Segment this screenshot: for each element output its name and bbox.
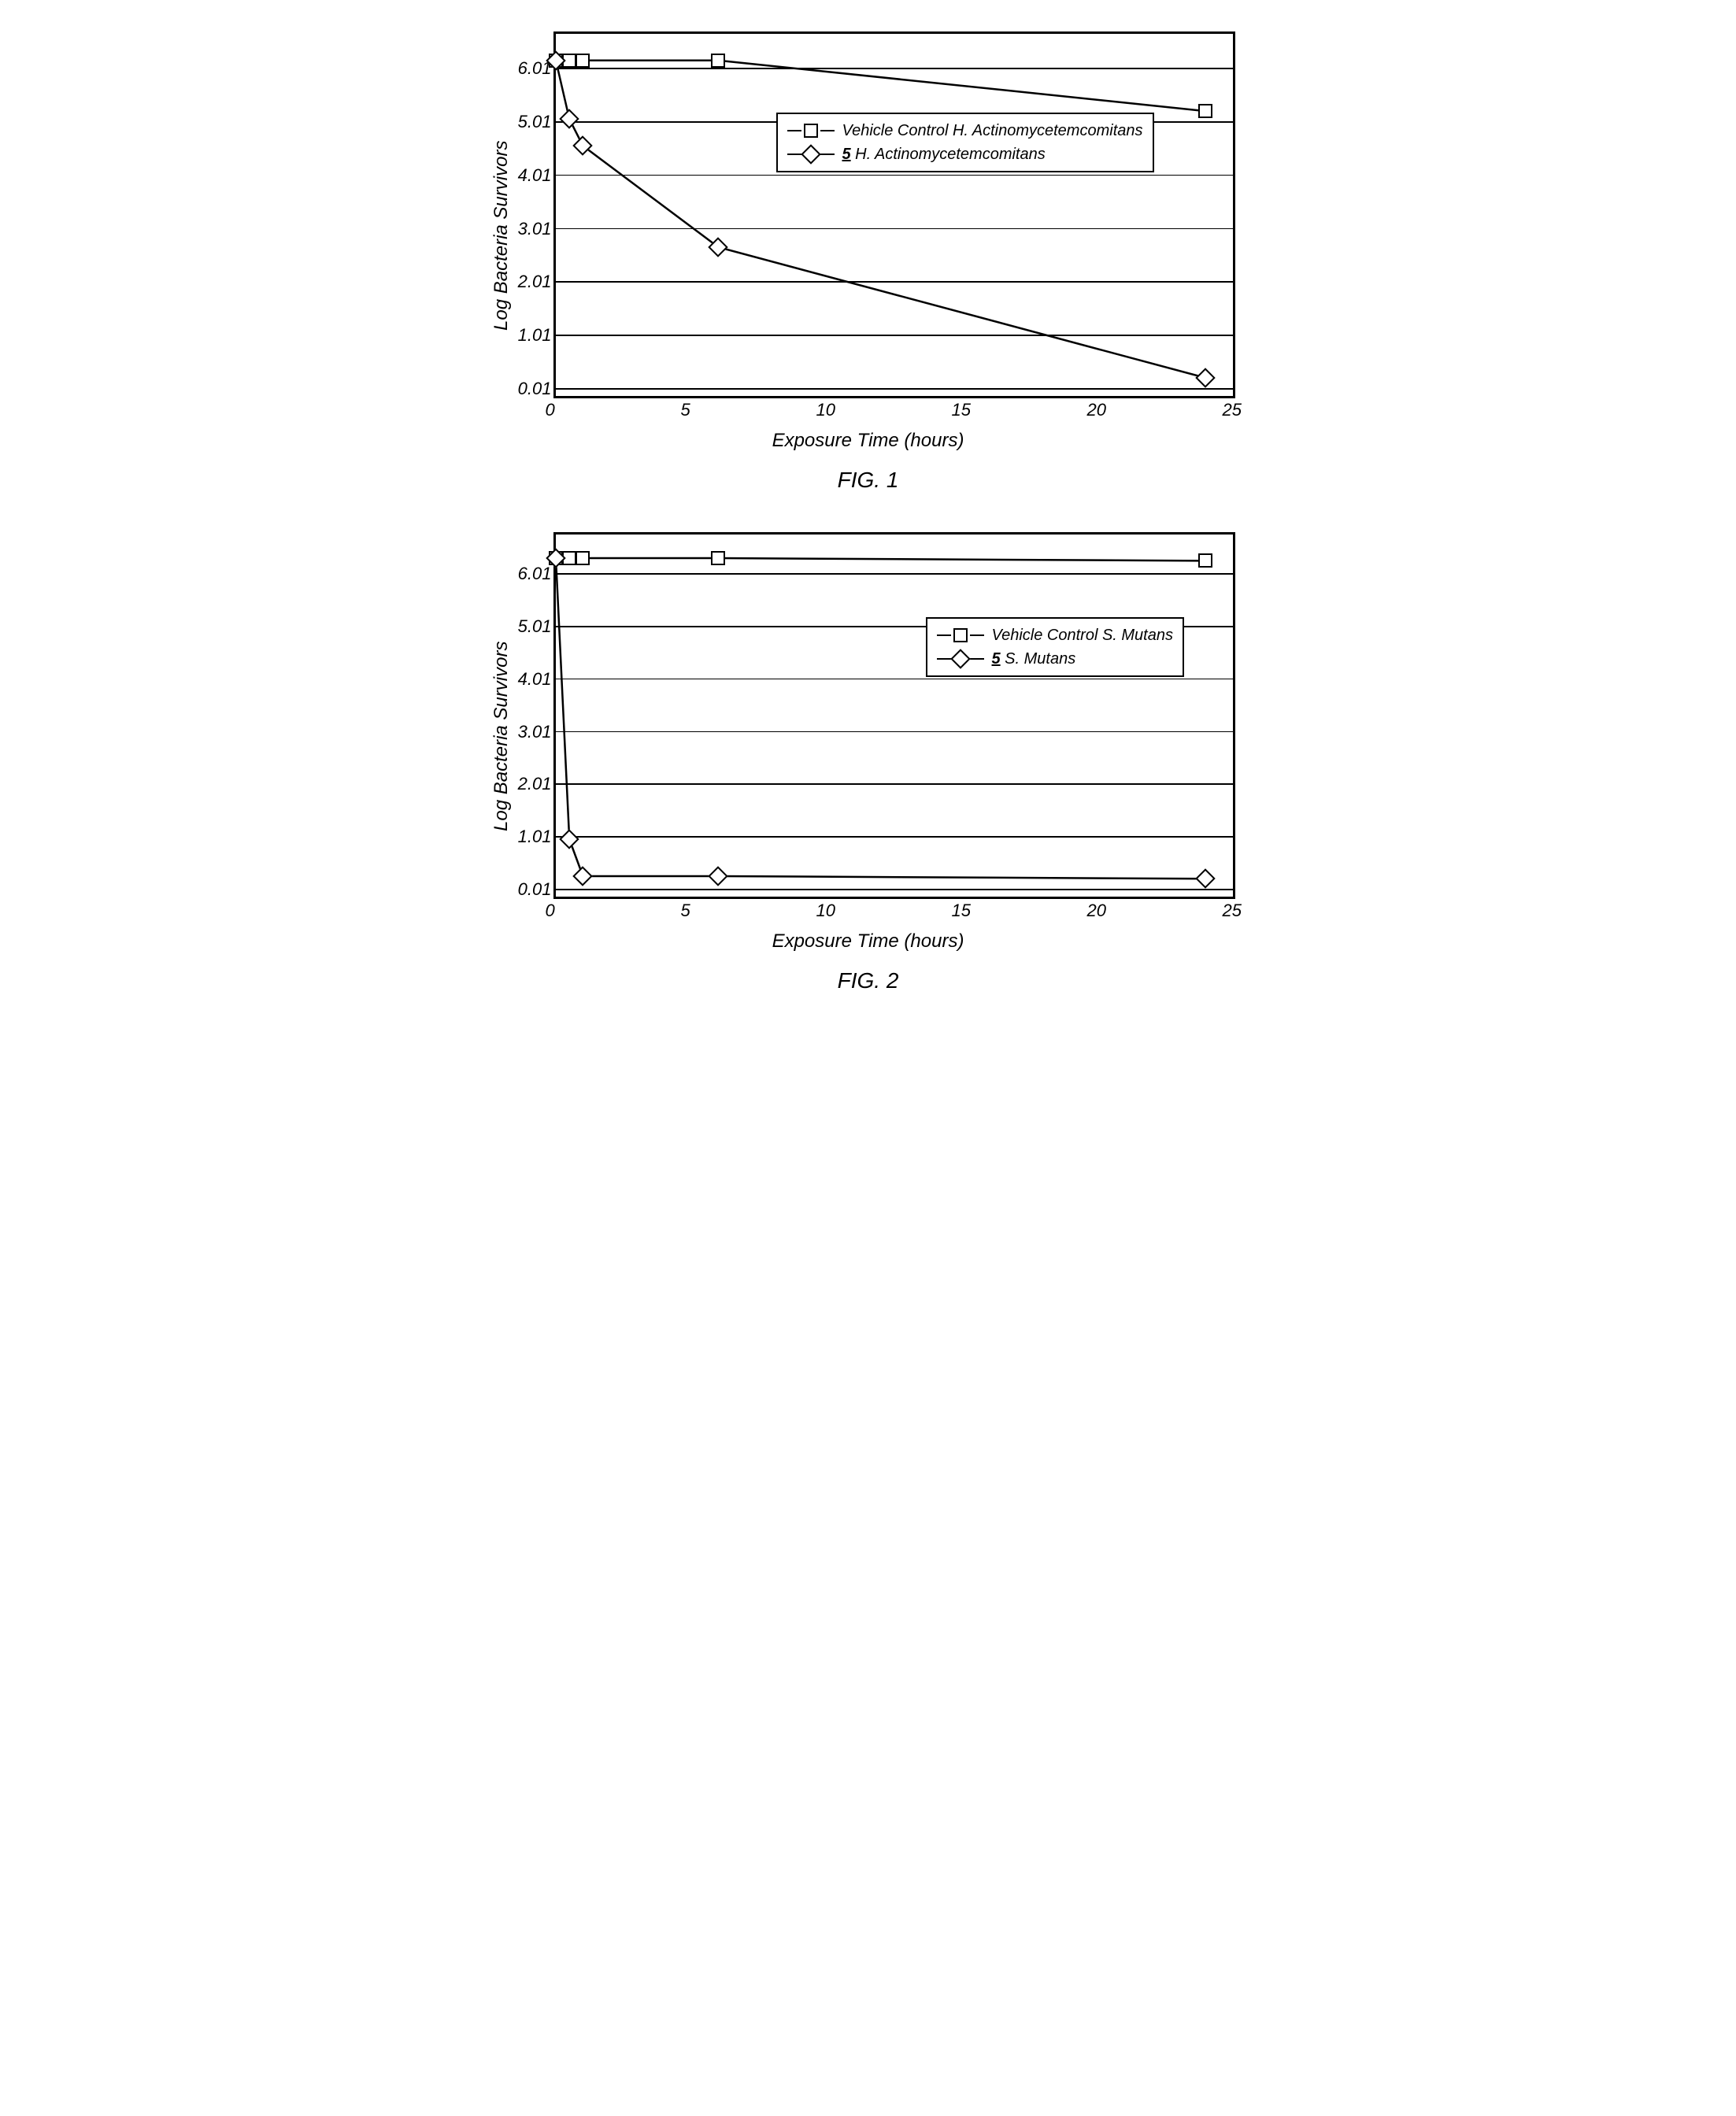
series-lines bbox=[556, 535, 1233, 897]
xtick-label: 0 bbox=[546, 400, 555, 420]
diamond-icon bbox=[801, 144, 820, 164]
marker-square bbox=[576, 551, 590, 565]
xtick-label: 20 bbox=[1087, 901, 1106, 921]
ytick-label: 3.01 bbox=[509, 722, 552, 742]
square-icon bbox=[953, 628, 968, 642]
marker-square bbox=[711, 54, 725, 68]
marker-square bbox=[1198, 104, 1212, 118]
ytick-label: 5.01 bbox=[509, 112, 552, 132]
xtick-label: 25 bbox=[1223, 400, 1242, 420]
fig2-xtick-row: 0510152025 bbox=[553, 899, 1262, 923]
series-lines bbox=[556, 34, 1233, 396]
figure-1: Log Bacteria Survivors 0.011.012.013.014… bbox=[475, 31, 1262, 493]
diamond-icon bbox=[950, 649, 970, 668]
legend-label: Vehicle Control S. Mutans bbox=[992, 627, 1173, 645]
fig1-xlabel: Exposure Time (hours) bbox=[475, 430, 1262, 452]
ytick-label: 0.01 bbox=[509, 879, 552, 900]
ytick-label: 6.01 bbox=[509, 564, 552, 584]
legend-marker-line bbox=[937, 628, 984, 642]
ytick-label: 2.01 bbox=[509, 774, 552, 794]
legend-marker-line bbox=[787, 147, 835, 161]
ytick-label: 5.01 bbox=[509, 616, 552, 637]
ytick-label: 1.01 bbox=[509, 325, 552, 346]
xtick-label: 10 bbox=[816, 901, 835, 921]
marker-square bbox=[1198, 553, 1212, 568]
fig2-caption: FIG. 2 bbox=[475, 968, 1262, 993]
fig2-xlabel: Exposure Time (hours) bbox=[475, 930, 1262, 953]
fig1-chart-box: 0.011.012.013.014.015.016.01Vehicle Cont… bbox=[553, 31, 1235, 398]
ytick-label: 6.01 bbox=[509, 58, 552, 79]
legend-label: 5 H. Actinomycetemcomitans bbox=[842, 146, 1046, 164]
legend-item: 5 H. Actinomycetemcomitans bbox=[787, 142, 1143, 166]
legend-label: 5 S. Mutans bbox=[992, 650, 1076, 668]
fig1-plot-area: 0.011.012.013.014.015.016.01Vehicle Cont… bbox=[556, 34, 1233, 396]
ytick-label: 3.01 bbox=[509, 219, 552, 239]
marker-square bbox=[711, 551, 725, 565]
fig2-chart-box: 0.011.012.013.014.015.016.01Vehicle Cont… bbox=[553, 532, 1235, 899]
ytick-label: 4.01 bbox=[509, 165, 552, 186]
legend: Vehicle Control H. Actinomycetemcomitans… bbox=[776, 113, 1154, 172]
legend: Vehicle Control S. Mutans 5 S. Mutans bbox=[926, 617, 1184, 677]
legend-item: Vehicle Control H. Actinomycetemcomitans bbox=[787, 119, 1143, 142]
fig2-plot-area: 0.011.012.013.014.015.016.01Vehicle Cont… bbox=[556, 535, 1233, 897]
xtick-label: 5 bbox=[681, 400, 690, 420]
legend-marker-line bbox=[937, 652, 984, 666]
fig1-caption: FIG. 1 bbox=[475, 468, 1262, 493]
marker-square bbox=[576, 54, 590, 68]
legend-marker-line bbox=[787, 124, 835, 138]
xtick-label: 10 bbox=[816, 400, 835, 420]
legend-item: 5 S. Mutans bbox=[937, 647, 1173, 671]
xtick-label: 15 bbox=[952, 901, 971, 921]
ytick-label: 4.01 bbox=[509, 669, 552, 690]
square-icon bbox=[804, 124, 818, 138]
legend-label: Vehicle Control H. Actinomycetemcomitans bbox=[842, 122, 1143, 140]
xtick-label: 20 bbox=[1087, 400, 1106, 420]
fig1-xtick-row: 0510152025 bbox=[553, 398, 1262, 422]
ytick-label: 0.01 bbox=[509, 379, 552, 399]
xtick-label: 0 bbox=[546, 901, 555, 921]
xtick-label: 15 bbox=[952, 400, 971, 420]
ytick-label: 2.01 bbox=[509, 272, 552, 292]
xtick-label: 25 bbox=[1223, 901, 1242, 921]
legend-item: Vehicle Control S. Mutans bbox=[937, 623, 1173, 647]
xtick-label: 5 bbox=[681, 901, 690, 921]
ytick-label: 1.01 bbox=[509, 827, 552, 847]
figure-2: Log Bacteria Survivors 0.011.012.013.014… bbox=[475, 532, 1262, 993]
